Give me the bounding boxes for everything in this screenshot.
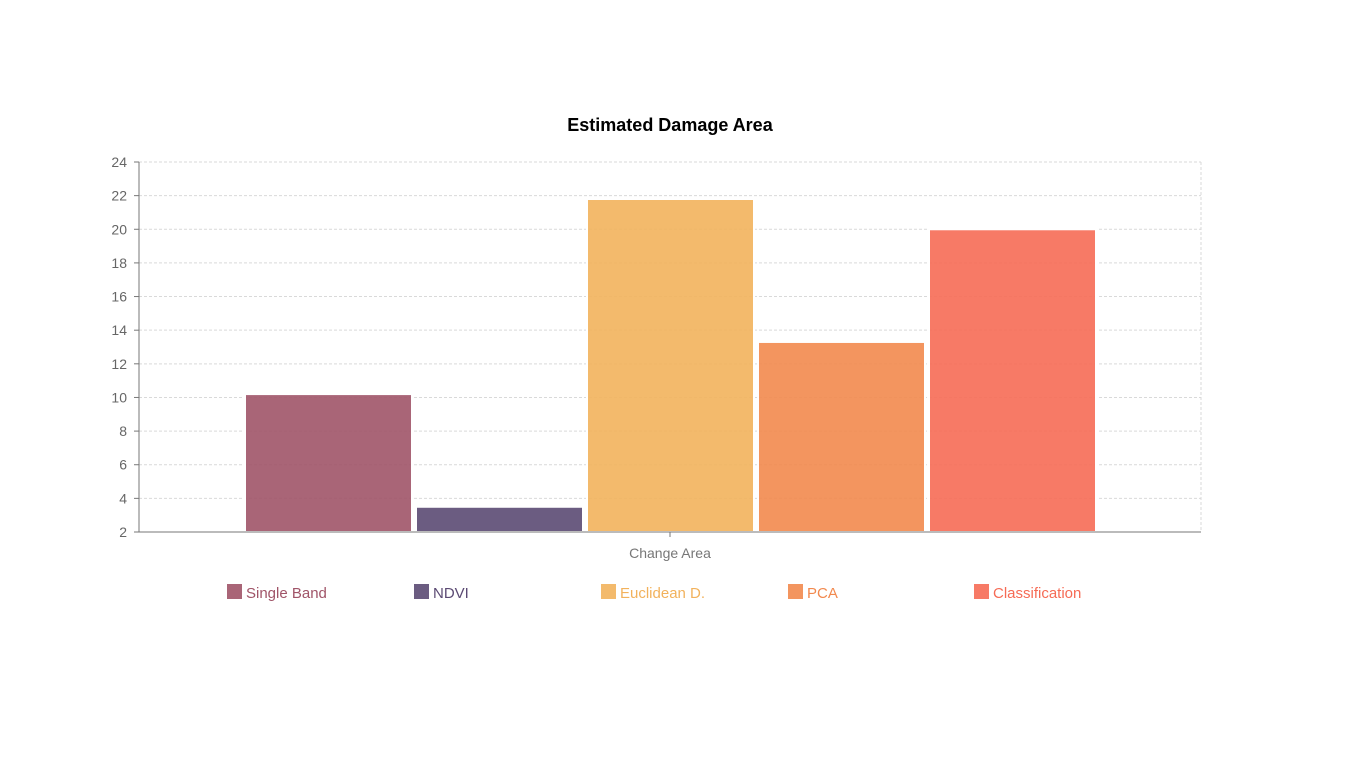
legend-label: PCA [807,585,838,602]
legend-item[interactable]: Classification [974,584,1081,602]
y-tick-label: 2 [119,524,127,540]
y-tick-label: 18 [111,255,127,271]
legend-item[interactable]: NDVI [414,584,469,602]
legend-label: Classification [993,585,1081,602]
y-tick-label: 24 [111,154,127,170]
bar-pca[interactable] [757,340,926,534]
y-tick-label: 6 [119,457,127,473]
bar-single-band[interactable] [244,393,413,533]
legend-label: Euclidean D. [620,585,705,602]
bars [244,198,1097,534]
legend-swatch [788,584,803,599]
y-tick-label: 8 [119,423,127,439]
y-tick-label: 4 [119,490,127,506]
legend-swatch [601,584,616,599]
y-tick-label: 16 [111,289,127,305]
chart-title: Estimated Damage Area [567,115,773,135]
axes [134,161,1201,537]
bar-euclidean-d[interactable] [586,198,755,533]
x-axis-label: Change Area [629,545,711,561]
bar-classification[interactable] [928,228,1097,533]
legend-item[interactable]: PCA [788,584,838,602]
bar-ndvi[interactable] [415,505,584,534]
y-tick-label: 14 [111,322,127,338]
y-tick-label: 12 [111,356,127,372]
y-tick-label: 10 [111,389,127,405]
legend-swatch [974,584,989,599]
y-tick-label: 22 [111,188,127,204]
legend-item[interactable]: Single Band [227,584,327,602]
legend-item[interactable]: Euclidean D. [601,584,705,602]
y-tick-label: 20 [111,221,127,237]
legend: Single Band NDVI Euclidean D. PCA Classifica… [227,584,1081,602]
legend-label: NDVI [433,585,469,602]
legend-label: Single Band [246,585,327,602]
legend-swatch [227,584,242,599]
legend-swatch [414,584,429,599]
